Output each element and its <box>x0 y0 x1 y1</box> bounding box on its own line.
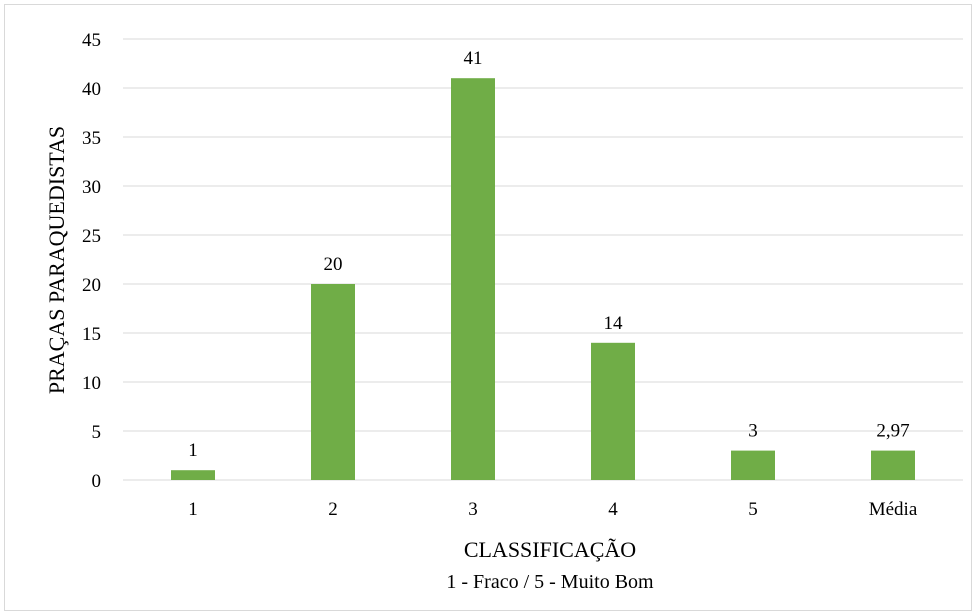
y-tick-label: 15 <box>82 324 101 345</box>
data-label: 1 <box>188 440 198 461</box>
bar <box>871 450 915 480</box>
y-tick-label: 25 <box>82 226 101 247</box>
data-label: 41 <box>464 48 483 69</box>
bar <box>451 78 495 480</box>
y-tick-label: 35 <box>82 128 101 149</box>
x-tick-label: 2 <box>328 499 338 520</box>
y-tick-label: 10 <box>82 373 101 394</box>
gridlines <box>123 38 963 481</box>
y-tick-label: 5 <box>92 422 102 443</box>
x-tick-label: 4 <box>608 499 618 520</box>
data-label: 2,97 <box>876 421 909 442</box>
x-tick-label: 5 <box>748 499 758 520</box>
data-label: 14 <box>604 313 624 334</box>
bar <box>591 342 635 480</box>
y-axis-ticks: 0 5 10 15 20 25 30 35 40 45 <box>82 30 101 492</box>
data-label: 3 <box>748 421 758 442</box>
y-tick-label: 20 <box>82 275 101 296</box>
x-axis-subtitle: 1 - Fraco / 5 - Muito Bom <box>446 571 654 593</box>
y-tick-label: 30 <box>82 177 101 198</box>
y-tick-label: 40 <box>82 79 101 100</box>
x-axis-title: CLASSIFICAÇÃO <box>464 537 636 562</box>
x-axis-ticks: 1 2 3 4 5 Média <box>188 499 918 520</box>
bar <box>171 470 215 480</box>
data-label: 20 <box>324 254 343 275</box>
x-tick-label: 1 <box>188 499 198 520</box>
y-tick-label: 45 <box>82 30 101 51</box>
bar <box>731 450 775 480</box>
bars <box>171 78 915 480</box>
bar <box>311 284 355 480</box>
y-tick-label: 0 <box>92 471 102 492</box>
y-axis-title: PRAÇAS PARAQUEDISTAS <box>44 126 69 394</box>
data-labels: 1 20 41 14 3 2,97 <box>188 48 909 461</box>
x-tick-label: 3 <box>468 499 478 520</box>
x-tick-label: Média <box>869 499 918 520</box>
